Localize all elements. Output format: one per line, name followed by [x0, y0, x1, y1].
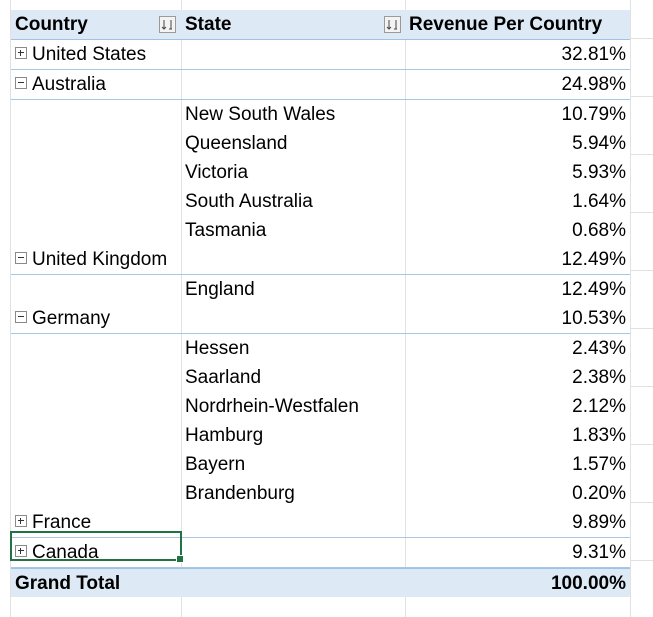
- country-label: United States: [32, 44, 147, 65]
- pivot-country-row: Germany 10.53%: [11, 304, 630, 334]
- expand-icon[interactable]: [15, 545, 27, 558]
- revenue-cell[interactable]: 5.93%: [572, 162, 626, 183]
- pivot-state-row: Nordrhein-Westfalen 2.12%: [11, 392, 630, 421]
- header-state[interactable]: State: [185, 14, 232, 35]
- sort-filter-icon: [161, 20, 172, 30]
- pivot-header-row: Country State Revenue Per Country: [11, 10, 630, 40]
- country-label: Canada: [32, 542, 99, 563]
- revenue-cell[interactable]: 10.53%: [561, 308, 626, 329]
- header-country[interactable]: Country: [15, 14, 88, 35]
- country-label: United Kingdom: [32, 249, 168, 270]
- pivot-state-row: Hessen 2.43%: [11, 334, 630, 363]
- column-gridline: [405, 0, 406, 617]
- country-cell[interactable]: Germany: [15, 304, 110, 333]
- pivot-state-row: England 12.49%: [11, 275, 630, 304]
- collapse-icon[interactable]: [15, 77, 27, 90]
- revenue-cell[interactable]: 12.49%: [561, 279, 626, 300]
- pivot-state-row: Hamburg 1.83%: [11, 421, 630, 450]
- pivot-state-row: Saarland 2.38%: [11, 363, 630, 392]
- revenue-cell[interactable]: 0.20%: [572, 483, 626, 504]
- pivot-country-row: United Kingdom 12.49%: [11, 245, 630, 275]
- pivot-country-row: Canada 9.31%: [11, 538, 630, 568]
- state-cell[interactable]: Hamburg: [185, 425, 264, 446]
- expand-icon[interactable]: [15, 515, 27, 528]
- state-cell[interactable]: Brandenburg: [185, 483, 295, 504]
- row-gridline: [630, 38, 653, 39]
- country-filter-button[interactable]: [159, 16, 176, 33]
- revenue-cell[interactable]: 1.83%: [572, 425, 626, 446]
- pivot-table: Country State Revenue Per Country United…: [11, 10, 630, 597]
- country-cell[interactable]: Canada: [15, 538, 99, 567]
- state-cell[interactable]: Bayern: [185, 454, 246, 475]
- expand-icon[interactable]: [15, 47, 27, 60]
- collapse-icon[interactable]: [15, 252, 27, 265]
- revenue-cell[interactable]: 5.94%: [572, 133, 626, 154]
- pivot-state-row: Tasmania 0.68%: [11, 216, 630, 245]
- pivot-state-row: Bayern 1.57%: [11, 450, 630, 479]
- country-cell[interactable]: Australia: [15, 70, 106, 99]
- collapse-icon[interactable]: [15, 311, 27, 324]
- sort-filter-icon: [386, 20, 397, 30]
- revenue-cell[interactable]: 1.57%: [572, 454, 626, 475]
- state-cell[interactable]: South Australia: [185, 191, 313, 212]
- country-cell[interactable]: United Kingdom: [15, 245, 167, 274]
- state-filter-button[interactable]: [384, 16, 401, 33]
- row-gridline: [630, 212, 653, 213]
- revenue-cell[interactable]: 12.49%: [561, 249, 626, 270]
- row-gridline: [630, 154, 653, 155]
- state-cell[interactable]: Queensland: [185, 133, 288, 154]
- revenue-cell[interactable]: 1.64%: [572, 191, 626, 212]
- revenue-cell[interactable]: 0.68%: [572, 220, 626, 241]
- revenue-cell[interactable]: 9.89%: [572, 512, 626, 533]
- row-edge: [0, 0, 11, 617]
- state-cell[interactable]: England: [185, 279, 255, 300]
- pivot-state-row: South Australia 1.64%: [11, 187, 630, 216]
- pivot-state-row: New South Wales 10.79%: [11, 100, 630, 129]
- grand-total-value[interactable]: 100.00%: [550, 573, 626, 594]
- country-label: France: [32, 512, 92, 533]
- country-label: Germany: [32, 308, 111, 329]
- row-gridline: [630, 386, 653, 387]
- grand-total-row: Grand Total 100.00%: [11, 568, 630, 597]
- country-cell[interactable]: France: [15, 508, 91, 537]
- header-revenue[interactable]: Revenue Per Country: [409, 14, 603, 35]
- pivot-state-row: Queensland 5.94%: [11, 129, 630, 158]
- grand-total-label[interactable]: Grand Total: [15, 573, 121, 594]
- revenue-cell[interactable]: 24.98%: [561, 74, 626, 95]
- state-cell[interactable]: Nordrhein-Westfalen: [185, 396, 359, 417]
- country-label: Australia: [32, 74, 106, 95]
- row-gridline: [630, 328, 653, 329]
- revenue-cell[interactable]: 2.38%: [572, 367, 626, 388]
- state-cell[interactable]: Victoria: [185, 162, 249, 183]
- state-cell[interactable]: Hessen: [185, 338, 250, 359]
- column-gridline: [630, 0, 631, 617]
- row-gridline: [630, 560, 653, 561]
- revenue-cell[interactable]: 9.31%: [572, 542, 626, 563]
- pivot-state-row: Brandenburg 0.20%: [11, 479, 630, 508]
- revenue-cell[interactable]: 2.12%: [572, 396, 626, 417]
- pivot-state-row: Victoria 5.93%: [11, 158, 630, 187]
- pivot-country-row: France 9.89%: [11, 508, 630, 538]
- pivot-body: United States 32.81% Australia 24.98% New So…: [11, 40, 630, 568]
- pivot-country-row: United States 32.81%: [11, 40, 630, 70]
- row-gridline: [630, 502, 653, 503]
- state-cell[interactable]: Saarland: [185, 367, 262, 388]
- row-gridline: [630, 96, 653, 97]
- state-cell[interactable]: New South Wales: [185, 104, 336, 125]
- revenue-cell[interactable]: 10.79%: [561, 104, 626, 125]
- row-gridline: [630, 270, 653, 271]
- country-cell[interactable]: United States: [15, 40, 146, 69]
- row-gridline: [630, 444, 653, 445]
- column-gridline: [181, 0, 182, 617]
- revenue-cell[interactable]: 32.81%: [561, 44, 626, 65]
- state-cell[interactable]: Tasmania: [185, 220, 267, 241]
- pivot-country-row: Australia 24.98%: [11, 70, 630, 100]
- revenue-cell[interactable]: 2.43%: [572, 338, 626, 359]
